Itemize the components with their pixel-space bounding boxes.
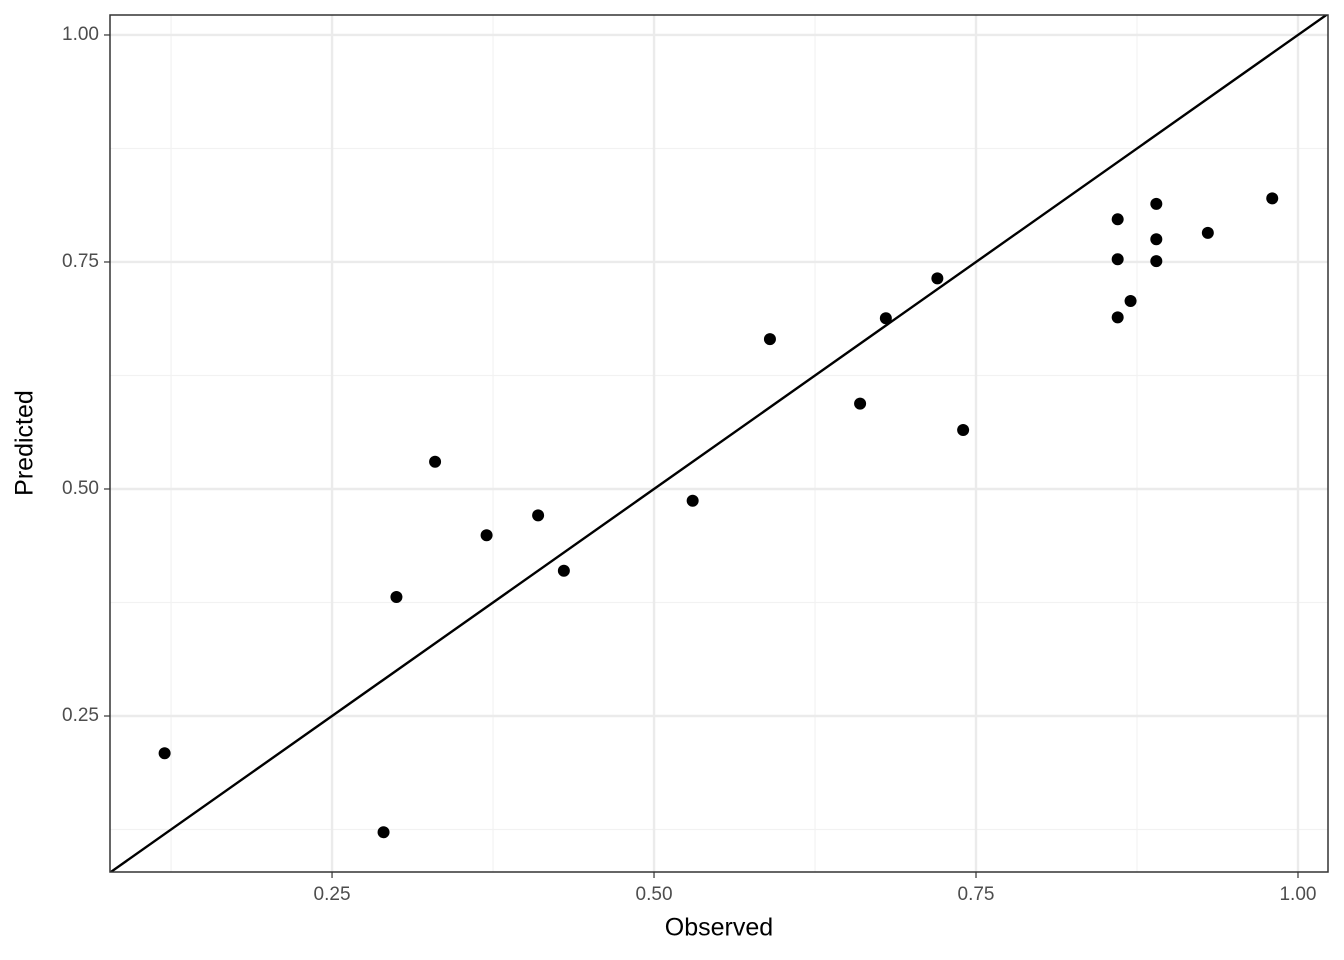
point [763,333,776,346]
point [158,747,171,760]
point [1266,192,1279,205]
point [854,397,867,410]
point [377,826,390,839]
y-tick-label: 0.75 [62,251,99,272]
point [1111,213,1124,226]
x-tick-label: 1.00 [1279,884,1316,905]
point [1111,311,1124,324]
point [390,591,403,604]
y-tick-label: 1.00 [62,24,99,45]
point [480,529,493,542]
point [879,312,892,325]
x-tick-label: 0.25 [314,884,351,905]
point [931,272,944,285]
point [1124,295,1137,308]
point [1150,197,1163,210]
y-tick-label: 0.50 [62,478,99,499]
reference-line [110,15,1328,872]
point [557,564,570,577]
point [1111,253,1124,266]
x-tick-label: 0.75 [958,884,995,905]
x-tick-label: 0.50 [636,884,673,905]
point [429,455,442,468]
y-axis-title: Predicted [11,390,39,496]
panel-border [109,14,1329,873]
point [532,509,545,522]
point [1150,233,1163,246]
x-axis-title: Observed [665,914,773,942]
point [1150,255,1163,268]
point [957,423,970,436]
point [686,494,699,507]
y-tick-label: 0.25 [62,705,99,726]
point [1201,226,1214,239]
